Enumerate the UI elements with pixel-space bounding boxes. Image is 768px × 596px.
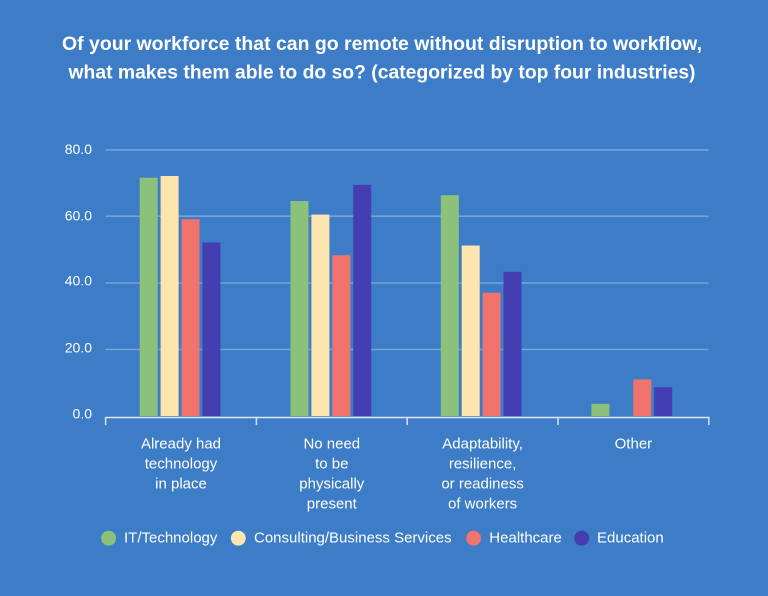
svg-text:20.0: 20.0 [65,340,92,356]
svg-text:in place: in place [155,475,207,492]
svg-text:60.0: 60.0 [65,207,92,223]
svg-text:Education: Education [597,530,664,547]
svg-text:resilience,: resilience, [449,455,517,472]
svg-text:or readiness: or readiness [441,475,524,492]
svg-text:40.0: 40.0 [65,273,92,289]
svg-text:what makes them able to do so?: what makes them able to do so? (categori… [67,63,695,84]
svg-text:No need: No need [303,435,360,452]
svg-text:present: present [307,495,358,512]
svg-text:Consulting/Business Services: Consulting/Business Services [254,530,452,547]
svg-text:0.0: 0.0 [73,405,93,421]
svg-text:Already had: Already had [141,435,221,452]
svg-text:Of your workforce that can go: Of your workforce that can go remote wit… [62,34,702,55]
svg-text:physically: physically [299,475,365,492]
svg-text:technology: technology [145,455,218,472]
svg-text:Healthcare: Healthcare [489,530,562,547]
svg-text:to be: to be [315,455,348,472]
svg-text:IT/Technology: IT/Technology [124,530,218,547]
svg-text:Adaptability,: Adaptability, [442,435,523,452]
svg-text:Other: Other [615,435,653,452]
svg-text:of workers: of workers [448,495,517,512]
svg-text:80.0: 80.0 [65,141,92,157]
